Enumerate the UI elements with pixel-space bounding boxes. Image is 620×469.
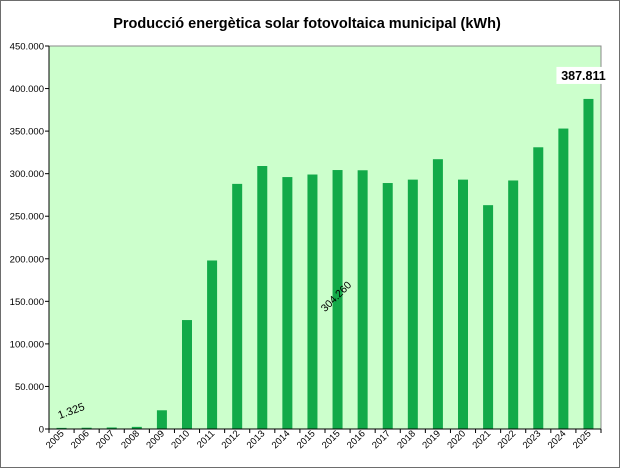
x-tick-label: 2015 <box>320 428 343 451</box>
y-tick-label: 250.000 <box>10 212 44 223</box>
x-tick-label: 2023 <box>521 428 544 451</box>
x-tick-label: 2012 <box>220 428 243 451</box>
x-tick-label: 2025 <box>571 428 594 451</box>
x-tick-label: 2009 <box>144 428 167 451</box>
bar <box>357 170 368 430</box>
x-tick-label: 2010 <box>169 428 192 451</box>
bar <box>257 166 268 430</box>
chart-title: Producció energètica solar fotovoltaica … <box>113 16 501 32</box>
bar <box>232 183 243 429</box>
bar <box>182 320 192 429</box>
bar <box>533 147 544 429</box>
y-tick-label: 200.000 <box>10 254 44 265</box>
bar <box>106 427 117 429</box>
x-tick-label: 2015 <box>295 428 318 451</box>
bar <box>382 183 393 429</box>
bar <box>583 98 594 429</box>
bar <box>508 180 519 429</box>
x-tick-label: 2011 <box>195 428 217 450</box>
bar <box>432 159 443 429</box>
plot-area <box>48 45 602 430</box>
x-tick-label: 2016 <box>345 428 368 451</box>
y-tick-label: 100.000 <box>10 339 44 350</box>
y-axis: 0 50.000 100.000 150.000 200.000 250.000 300.0… <box>10 42 50 436</box>
x-tick-label: 2022 <box>496 428 519 451</box>
bar <box>558 128 569 429</box>
x-tick-label: 2005 <box>44 428 67 451</box>
bar <box>483 205 494 429</box>
x-tick-label: 2017 <box>370 428 393 451</box>
y-tick-label: 50.000 <box>15 382 44 393</box>
bar <box>458 179 468 429</box>
x-tick-label: 2008 <box>119 428 142 451</box>
x-tick-label: 2021 <box>470 428 493 451</box>
y-tick-label: 0 <box>39 425 44 436</box>
x-tick-label: 2014 <box>270 428 293 451</box>
y-tick-label: 400.000 <box>10 84 44 95</box>
x-tick-label: 2024 <box>546 428 569 451</box>
bar <box>332 170 343 429</box>
y-tick-label: 450.000 <box>10 42 44 53</box>
bars <box>56 98 594 430</box>
bar <box>207 260 218 429</box>
x-tick-label: 2018 <box>395 428 418 451</box>
y-tick-label: 150.000 <box>10 297 44 308</box>
x-tick-label: 2019 <box>420 428 443 451</box>
bar <box>282 177 293 429</box>
data-label: 387.811 <box>561 69 606 83</box>
data-label-background <box>556 66 611 84</box>
x-tick-label: 2006 <box>69 428 92 451</box>
bar <box>81 427 92 429</box>
x-tick-label: 2007 <box>94 428 117 451</box>
y-tick-label: 300.000 <box>10 169 44 180</box>
bar <box>307 174 318 429</box>
bar <box>131 426 142 429</box>
y-tick-label: 350.000 <box>10 127 44 138</box>
bar <box>407 179 418 429</box>
bar <box>156 410 167 429</box>
x-tick-label: 2020 <box>445 428 468 451</box>
x-tick-label: 2013 <box>245 428 268 451</box>
x-axis: 2005 2006 2007 2008 2009 2010 2011 2012 2013 2014… <box>44 428 602 451</box>
bar <box>56 427 67 429</box>
